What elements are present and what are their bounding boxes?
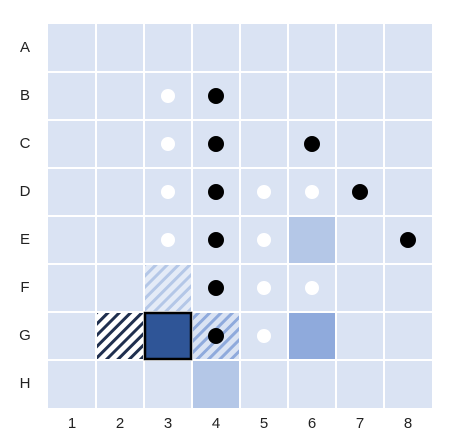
row-label: D (20, 183, 31, 200)
highlight-cell (288, 312, 336, 360)
black-stone (352, 184, 368, 200)
row-label: G (19, 327, 31, 344)
white-stone (257, 185, 271, 199)
row-label: B (20, 87, 30, 104)
white-stone (161, 137, 175, 151)
white-stone (161, 233, 175, 247)
white-stone (257, 281, 271, 295)
row-label: E (20, 231, 30, 248)
row-label: C (20, 135, 31, 152)
black-stone (208, 280, 224, 296)
white-stone (161, 185, 175, 199)
column-label: 7 (356, 415, 364, 432)
row-label: H (20, 375, 31, 392)
column-label: 4 (212, 415, 220, 432)
white-stone (161, 89, 175, 103)
hatched-cell (96, 312, 144, 360)
white-stones (161, 89, 319, 343)
column-label: 1 (68, 415, 76, 432)
black-stone (400, 232, 416, 248)
highlight-cell (288, 216, 336, 264)
white-stone (305, 281, 319, 295)
column-label: 5 (260, 415, 268, 432)
column-label: 8 (404, 415, 412, 432)
black-stones (208, 88, 416, 344)
hatched-cell (144, 264, 192, 312)
column-label: 2 (116, 415, 124, 432)
black-stone (208, 88, 224, 104)
row-label: A (20, 39, 30, 56)
selected-cell[interactable] (143, 311, 193, 361)
column-label: 3 (164, 415, 172, 432)
white-stone (305, 185, 319, 199)
black-stone (208, 232, 224, 248)
white-stone (257, 233, 271, 247)
grid (48, 24, 432, 408)
black-stone (208, 136, 224, 152)
column-label: 6 (308, 415, 316, 432)
black-stone (208, 328, 224, 344)
highlight-cell (192, 360, 240, 408)
row-label: F (20, 279, 29, 296)
black-stone (208, 184, 224, 200)
black-stone (304, 136, 320, 152)
white-stone (257, 329, 271, 343)
